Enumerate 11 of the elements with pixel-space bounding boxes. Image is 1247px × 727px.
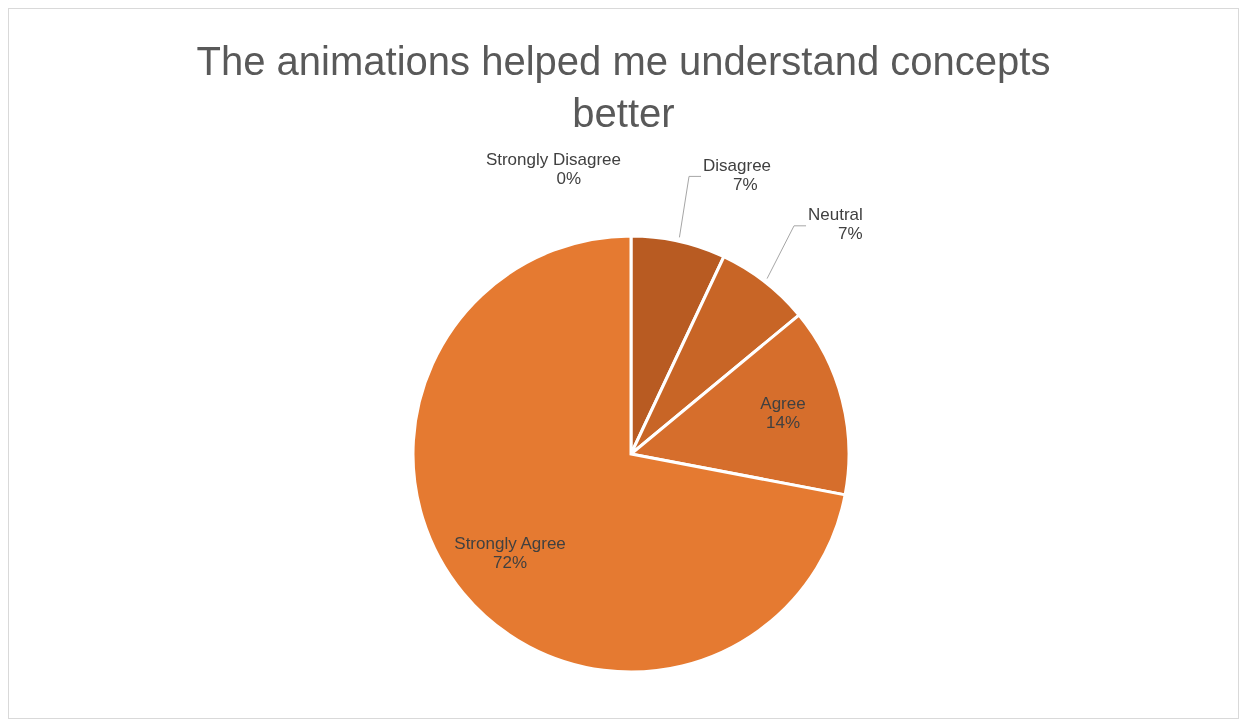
slice-label: Agree (760, 394, 806, 414)
data-label: 7% (733, 175, 758, 195)
text: 0% (556, 168, 581, 188)
slice-label: Neutral (808, 205, 863, 225)
slice-label: Strongly Agree (454, 534, 566, 554)
data-label: 14% (766, 413, 801, 433)
chart-title: The animations helped me understand concepts better (195, 38, 1052, 137)
data-label: 7% (838, 224, 863, 244)
category-label: Strongly Disagree (485, 149, 621, 169)
data-label: 72% (493, 553, 528, 573)
slice-label: Disagree (703, 156, 772, 176)
